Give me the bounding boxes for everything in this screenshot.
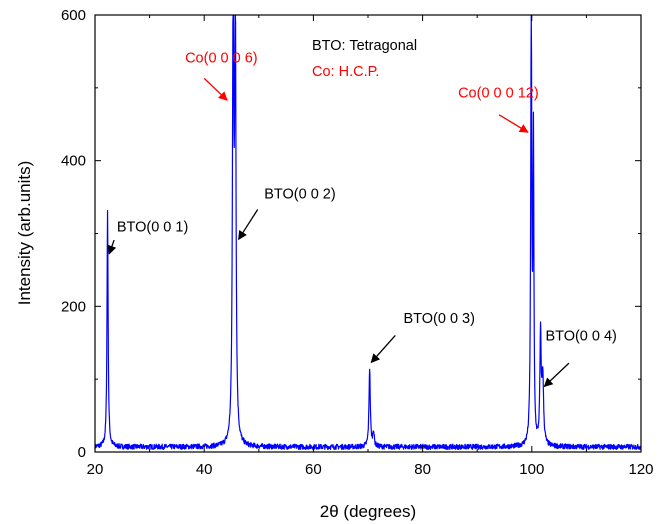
x-tick-label: 80: [414, 461, 431, 478]
x-tick-label: 120: [628, 461, 653, 478]
peak-annotation-label: Co(0 0 0 6): [185, 50, 258, 66]
legend-text-co: Co: H.C.P.: [312, 64, 379, 80]
peak-annotation-arrow: [498, 114, 529, 133]
plot-line-layer: [94, 14, 642, 450]
data-series-line: [94, 14, 642, 450]
peak-annotation-label: BTO(0 0 3): [403, 311, 474, 327]
ticks-layer: 20 40 60 80 100 120 0 200 400 600: [61, 7, 654, 478]
peak-annotation-arrow: [543, 362, 570, 388]
peak-annotation-label: BTO(0 0 1): [117, 219, 188, 235]
peak-annotation-arrow: [203, 77, 228, 101]
peak-annotation-arrow: [370, 335, 396, 364]
legend-text-bto: BTO: Tetragonal: [312, 38, 417, 54]
y-tick-label: 600: [61, 7, 86, 24]
y-tick-label: 0: [78, 444, 86, 461]
peak-annotation-arrow: [107, 239, 117, 255]
x-tick-label: 40: [196, 461, 213, 478]
peak-annotation-label: BTO(0 0 4): [545, 329, 616, 345]
annotations-layer: Co(0 0 0 6) BTO(0 0 1) BTO(0 0 2) Co(0 0 0 …: [107, 50, 617, 388]
y-tick-label: 400: [61, 153, 86, 170]
y-axis-title: Intensity (arb.units): [15, 161, 34, 306]
x-tick-label: 60: [305, 461, 322, 478]
y-tick-label: 200: [61, 298, 86, 315]
peak-annotation-label: BTO(0 0 2): [264, 187, 335, 203]
x-tick-label: 100: [519, 461, 544, 478]
x-tick-label: 20: [87, 461, 104, 478]
peak-annotation-label: Co(0 0 0 12): [458, 85, 539, 101]
x-axis-title: 2θ (degrees): [320, 502, 416, 521]
peak-annotation-arrow: [238, 209, 259, 241]
